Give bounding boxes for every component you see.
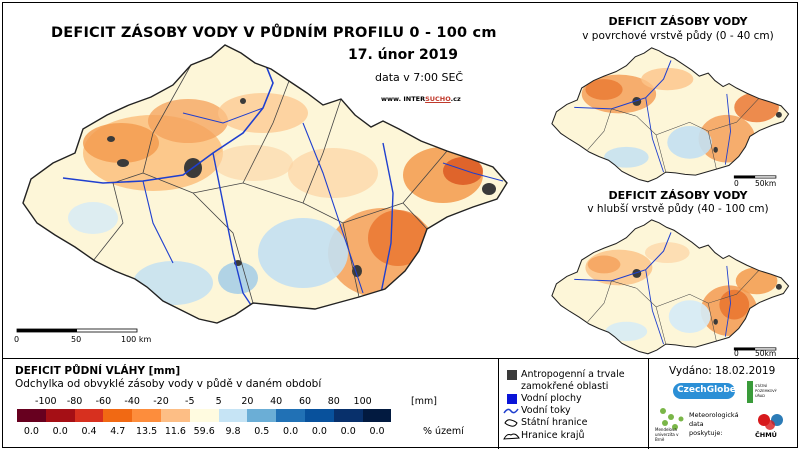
state-border-icon xyxy=(504,419,518,427)
water-bodies-swatch xyxy=(507,394,517,404)
water-bodies-label: Vodní plochy xyxy=(521,393,582,404)
color-legend: DEFICIT PŮDNÍ VLÁHY [mm] Odchylka od obv… xyxy=(3,359,499,449)
legend-tick: -20 xyxy=(153,396,169,407)
map-time-note: data v 7:00 SEČ xyxy=(375,71,464,84)
legend-swatch xyxy=(74,409,104,422)
logo-czechglobe-text: CzechGlobe xyxy=(677,385,736,395)
region-border-icon xyxy=(503,433,520,440)
logo-state-land-office xyxy=(747,381,753,403)
submap-bottom-title: DEFICIT ZÁSOBY VODY xyxy=(608,189,748,202)
legend-tick: -40 xyxy=(124,396,140,407)
region-border-label: Hranice krajů xyxy=(521,430,585,441)
submap-bottom-subtitle: v hlubší vrstvě půdy (40 - 100 cm) xyxy=(587,203,769,215)
main-scale-label-0: 0 xyxy=(14,335,20,344)
legend-percentage: 0.0 xyxy=(340,426,356,437)
river-line-icon xyxy=(503,408,519,414)
legend-pct-label: % území xyxy=(423,426,464,437)
logo-chmu-text: ČHMÚ xyxy=(755,431,777,439)
url-highlight: SUCHO xyxy=(425,95,451,103)
legend-percentage: 0.5 xyxy=(254,426,270,437)
legend-percentage: 11.6 xyxy=(164,426,186,437)
intersucho-url[interactable]: www. INTERSUCHO.cz xyxy=(381,95,461,103)
submap-bottom-scale-50: 50km xyxy=(755,349,777,358)
anthropogenic-swatch xyxy=(507,370,517,380)
submap-top xyxy=(551,47,790,183)
provider-text-1: Meteorologická xyxy=(689,411,739,419)
logo-sp-text-2: POZEMKOVÝ xyxy=(755,389,777,393)
map-title: DEFICIT ZÁSOBY VODY V PŮDNÍM PROFILU 0 -… xyxy=(51,25,497,41)
map-date: 17. únor 2019 xyxy=(348,47,458,63)
legend-percentage: 13.5 xyxy=(136,426,158,437)
legend-tick: -60 xyxy=(95,396,112,407)
legend-unit: [mm] xyxy=(411,396,437,407)
state-border-label: Státní hranice xyxy=(521,417,588,428)
legend-swatch xyxy=(218,409,248,422)
map-area: 0 50 100 km DEFICIT ZÁSOBY VODY V PŮDNÍM… xyxy=(3,3,799,359)
legend-swatch xyxy=(17,409,46,422)
logo-mendel-icon xyxy=(660,408,684,430)
legend-tick: 5 xyxy=(215,396,222,407)
main-scale-bar xyxy=(16,328,138,333)
legend-swatch xyxy=(161,409,190,422)
submap-top-title: DEFICIT ZÁSOBY VODY xyxy=(608,15,748,28)
legend-title: DEFICIT PŮDNÍ VLÁHY [mm] xyxy=(15,365,181,377)
legend-swatch xyxy=(305,409,334,422)
legend-swatch xyxy=(45,409,75,422)
legend-percentage: 0.0 xyxy=(369,426,385,437)
legend-swatch xyxy=(103,409,133,422)
submap-top-subtitle: v povrchové vrstvě půdy (0 - 40 cm) xyxy=(582,30,774,42)
anthropogenic-label: Antropogenní a trvale xyxy=(521,369,625,380)
legend-percentage: 0.0 xyxy=(311,426,327,437)
provider-text-3: poskytuje: xyxy=(689,429,723,437)
main-scale-label-100: 100 km xyxy=(121,335,152,344)
legend-tick: 100 xyxy=(353,396,372,407)
legend-tick: 60 xyxy=(298,396,312,407)
legend-percentage: 59.6 xyxy=(193,426,215,437)
legend-swatch xyxy=(362,409,392,422)
main-scale-label-50: 50 xyxy=(71,335,82,344)
legend-subtitle: Odchylka od obvyklé zásoby vody v půdě v… xyxy=(15,378,322,390)
provider-text-2: data xyxy=(689,420,704,428)
legend-swatch xyxy=(276,409,305,422)
url-prefix: www. INTER xyxy=(381,95,426,103)
rivers-label: Vodní toky xyxy=(521,405,571,416)
legend-percentage: 0.0 xyxy=(23,426,39,437)
logo-czechglobe xyxy=(673,383,735,399)
submap-top-scale-50: 50km xyxy=(755,179,777,188)
anthropogenic-label-line2: zamokřené oblasti xyxy=(521,381,609,392)
legend-tick: -100 xyxy=(35,396,57,407)
legend-tick: 40 xyxy=(270,396,283,407)
logo-mendel-text: Mendelova univerzita v Brně xyxy=(655,427,679,442)
legend-percentage: 0.4 xyxy=(81,426,97,437)
logo-chmu-icon xyxy=(758,414,783,430)
legend-percentage: 0.0 xyxy=(52,426,68,437)
legend-tick: 80 xyxy=(327,396,340,407)
legend-tick: -80 xyxy=(66,396,83,407)
url-suffix: .cz xyxy=(450,95,461,103)
logo-sp-text-3: ÚŘAD xyxy=(755,394,765,398)
main-map xyxy=(16,44,508,333)
issuer-panel: Vydáno: 18.02.2019 CzechGlobe STÁTNÍ POZ… xyxy=(649,359,799,449)
legend-swatch xyxy=(189,409,219,422)
legend-swatch xyxy=(132,409,161,422)
legend-tick: -5 xyxy=(185,396,195,407)
issued-date: Vydáno: 18.02.2019 xyxy=(669,365,776,377)
legend-percentage: 4.7 xyxy=(110,426,126,437)
logo-sp-text-1: STÁTNÍ xyxy=(755,384,767,388)
legend-swatch xyxy=(247,409,277,422)
submap-top-scale-0: 0 xyxy=(734,179,739,188)
legend-percentage: 0.0 xyxy=(283,426,299,437)
submap-bottom-scale-0: 0 xyxy=(734,349,739,358)
legend-percentage: 9.8 xyxy=(225,426,241,437)
legend-tick: 20 xyxy=(241,396,254,407)
submap-bottom xyxy=(551,219,790,355)
legend-swatch xyxy=(333,409,363,422)
symbol-legend: Antropogenní a trvale zamokřené oblasti … xyxy=(499,359,649,449)
